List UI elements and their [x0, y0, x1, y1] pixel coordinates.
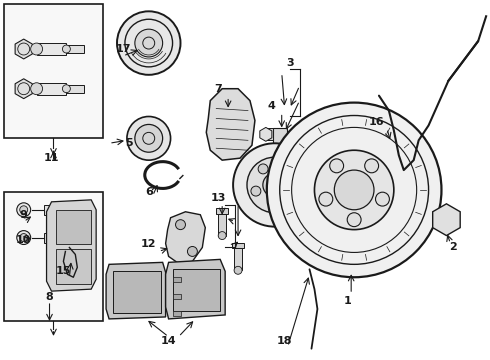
Bar [172, 311, 180, 316]
Bar [56, 210, 91, 244]
Polygon shape [106, 262, 166, 319]
Text: 11: 11 [44, 153, 59, 163]
Text: 2: 2 [449, 243, 457, 252]
Circle shape [20, 206, 28, 214]
Text: 18: 18 [277, 336, 293, 346]
Bar [267, 129, 273, 140]
Text: 8: 8 [46, 292, 53, 302]
Circle shape [188, 247, 197, 256]
Circle shape [251, 186, 261, 196]
Polygon shape [47, 200, 96, 291]
Text: 16: 16 [369, 117, 385, 127]
Circle shape [289, 186, 298, 196]
Text: 9: 9 [20, 210, 27, 220]
Circle shape [375, 192, 390, 206]
Circle shape [135, 29, 163, 57]
Circle shape [435, 208, 458, 231]
Circle shape [117, 11, 180, 75]
Text: 15: 15 [56, 266, 71, 276]
Text: 1: 1 [343, 296, 351, 306]
Polygon shape [206, 89, 255, 160]
Bar [172, 269, 220, 311]
Circle shape [218, 231, 226, 239]
Bar [273, 129, 287, 168]
Bar [172, 294, 180, 299]
Polygon shape [15, 79, 32, 99]
Circle shape [234, 266, 242, 274]
Circle shape [175, 220, 185, 230]
Circle shape [17, 203, 31, 217]
Bar [216, 208, 228, 214]
Polygon shape [433, 204, 460, 235]
Circle shape [31, 83, 43, 95]
Text: 13: 13 [211, 193, 226, 203]
Bar [4, 192, 103, 321]
Circle shape [330, 159, 343, 173]
Circle shape [347, 213, 361, 227]
Bar [232, 243, 244, 248]
Circle shape [62, 85, 71, 93]
Circle shape [20, 234, 28, 242]
Circle shape [31, 43, 43, 55]
Bar [44, 233, 61, 243]
Circle shape [127, 117, 171, 160]
Circle shape [233, 143, 317, 227]
Bar [234, 248, 242, 270]
Bar [44, 205, 61, 215]
Circle shape [281, 164, 292, 174]
Circle shape [263, 173, 287, 197]
Polygon shape [15, 39, 32, 59]
Bar [218, 214, 226, 235]
Bar [56, 249, 91, 284]
Text: 10: 10 [16, 234, 31, 244]
Bar [66, 45, 84, 53]
Bar [113, 271, 161, 313]
Circle shape [62, 45, 71, 53]
Text: 17: 17 [115, 44, 131, 54]
Circle shape [135, 125, 163, 152]
Polygon shape [166, 260, 225, 319]
Circle shape [319, 192, 333, 206]
Text: 12: 12 [141, 239, 156, 249]
Text: 4: 4 [268, 100, 276, 111]
Circle shape [365, 159, 379, 173]
Text: 14: 14 [161, 336, 176, 346]
Text: 3: 3 [286, 58, 294, 68]
Circle shape [270, 200, 280, 210]
Polygon shape [260, 127, 272, 141]
Bar [37, 43, 66, 55]
Polygon shape [166, 212, 205, 264]
Circle shape [267, 103, 441, 277]
Bar [66, 85, 84, 93]
Circle shape [258, 164, 268, 174]
Text: 6: 6 [145, 187, 153, 197]
Bar [37, 83, 66, 95]
Bar [4, 4, 103, 138]
Text: 7: 7 [214, 84, 222, 94]
Circle shape [247, 157, 302, 213]
Text: 5: 5 [125, 138, 133, 148]
Bar [172, 277, 180, 282]
Circle shape [315, 150, 394, 230]
Circle shape [17, 231, 31, 244]
Circle shape [334, 170, 374, 210]
